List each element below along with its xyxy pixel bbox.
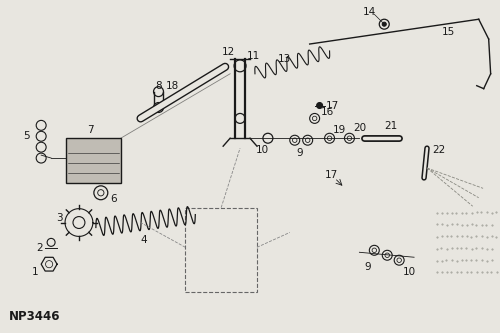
Text: 18: 18	[166, 81, 179, 91]
Text: 2: 2	[36, 243, 43, 253]
Circle shape	[382, 22, 386, 26]
Text: 15: 15	[442, 27, 456, 37]
Text: 10: 10	[256, 145, 268, 155]
Text: 3: 3	[56, 212, 62, 222]
Text: 17: 17	[326, 101, 339, 111]
Text: 10: 10	[402, 267, 415, 277]
Text: 17: 17	[325, 170, 338, 180]
Text: 13: 13	[278, 54, 291, 64]
Text: 8: 8	[155, 81, 162, 91]
Text: 4: 4	[140, 235, 147, 245]
Text: 9: 9	[364, 262, 370, 272]
Text: 22: 22	[432, 145, 446, 155]
Text: 9: 9	[296, 148, 303, 158]
Text: NP3446: NP3446	[10, 310, 61, 323]
Text: 21: 21	[384, 121, 398, 131]
Text: 20: 20	[353, 123, 366, 133]
Text: 19: 19	[333, 125, 346, 135]
Text: 7: 7	[88, 125, 94, 135]
Text: 1: 1	[32, 267, 38, 277]
Text: 16: 16	[321, 108, 334, 118]
Text: 5: 5	[23, 131, 30, 141]
Text: 11: 11	[246, 51, 260, 61]
Text: 12: 12	[222, 47, 234, 57]
Polygon shape	[66, 138, 120, 183]
Circle shape	[316, 103, 322, 109]
Text: 6: 6	[110, 194, 117, 204]
Bar	[186, 208, 257, 292]
Text: 14: 14	[362, 7, 376, 17]
